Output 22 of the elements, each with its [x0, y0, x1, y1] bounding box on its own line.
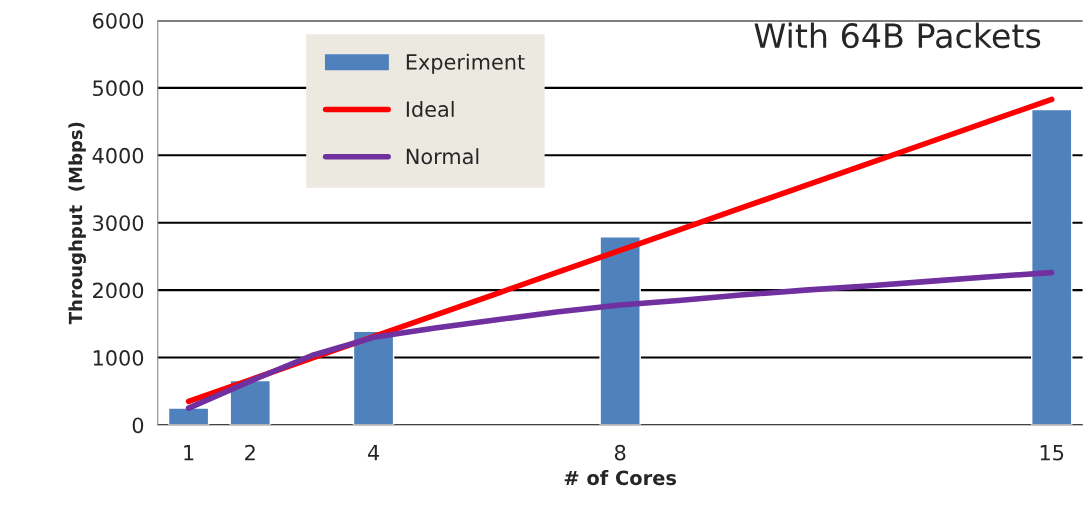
bar	[599, 236, 641, 425]
legend-label: Experiment	[406, 53, 525, 74]
bar	[352, 330, 395, 425]
y-axis-title: Throughput (Mbps)	[68, 122, 86, 325]
y-tick-label: 1000	[93, 350, 144, 366]
legend-label: Normal	[406, 148, 479, 165]
x-tick-label: 2	[245, 444, 255, 461]
x-tick-label: 4	[367, 445, 380, 461]
x-tick-label: 15	[1040, 445, 1064, 461]
y-tick-label: 5000	[93, 80, 144, 97]
bar	[167, 407, 210, 425]
x-tick-label: 8	[614, 444, 626, 461]
y-tick-label: 3000	[93, 215, 144, 231]
y-tick-label: 2000	[93, 282, 144, 299]
y-tick-label: 0	[132, 417, 144, 434]
x-axis-title: # of Cores	[564, 470, 677, 486]
bar	[1031, 108, 1073, 425]
x-tick-label: 1	[184, 445, 194, 461]
legend-label: Ideal	[406, 100, 454, 118]
chart-title: With 64B Packets	[754, 22, 1041, 49]
y-tick-label: 6000	[93, 12, 144, 29]
y-tick-label: 4000	[92, 147, 144, 164]
